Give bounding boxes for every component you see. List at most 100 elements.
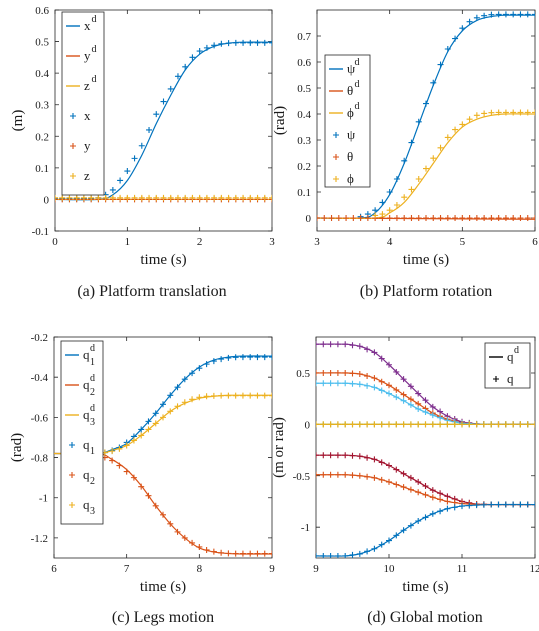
data-point (117, 177, 124, 184)
data-point (343, 215, 350, 221)
data-point (130, 474, 137, 481)
legend-label: qd 1 (83, 343, 95, 368)
data-point (350, 215, 357, 221)
legend-label: q1 (83, 437, 95, 457)
legend: qd 1 qd 2 qd 3 q1 q2 q3 (60, 340, 104, 525)
data-point (481, 110, 488, 117)
data-point (510, 215, 517, 221)
data-point (452, 35, 459, 42)
data-point (218, 40, 225, 47)
data-point (386, 382, 392, 389)
plot-area (316, 341, 535, 558)
data-point (502, 11, 509, 18)
y-tick-label: -1 (301, 522, 310, 534)
data-point (181, 376, 188, 383)
data-point (393, 394, 400, 401)
data-point (437, 215, 444, 221)
data-point (261, 39, 268, 46)
data-point (174, 403, 181, 410)
data-point (423, 100, 429, 107)
subfigure-caption: (b) Platform rotation (360, 283, 492, 300)
data-point (247, 354, 254, 361)
data-point (510, 109, 517, 116)
data-point (459, 121, 466, 128)
data-point (517, 109, 524, 116)
data-point (400, 391, 407, 398)
data-point (261, 550, 268, 557)
data-point (429, 487, 436, 494)
data-point (123, 442, 130, 449)
data-point (88, 194, 95, 201)
data-point (174, 384, 181, 391)
data-point (167, 194, 174, 201)
data-point (203, 44, 210, 51)
data-point (109, 194, 116, 201)
y-axis-label: (rad) (272, 106, 288, 135)
data-point (378, 355, 385, 362)
data-point (459, 421, 465, 428)
data-point (254, 354, 261, 361)
data-point (349, 421, 356, 428)
data-point (473, 112, 480, 119)
data-point (189, 396, 196, 403)
data-point (239, 354, 246, 361)
data-point (517, 215, 524, 221)
data-point (356, 381, 363, 388)
data-point (495, 11, 502, 18)
data-point (480, 501, 487, 508)
series-line (316, 382, 535, 425)
data-point (532, 421, 535, 428)
data-point (386, 478, 392, 485)
data-point (210, 392, 217, 399)
y-tick-label: -0.8 (31, 453, 49, 465)
legend-box (61, 11, 105, 196)
data-point (130, 437, 137, 444)
data-point (408, 186, 415, 193)
plot-frame (54, 9, 273, 232)
data-point (335, 215, 342, 221)
data-point (400, 527, 407, 534)
data-point (371, 474, 378, 481)
data-point (124, 168, 131, 175)
data-point (342, 552, 349, 558)
data-point (145, 492, 152, 499)
data-point (386, 462, 392, 469)
data-point (138, 483, 145, 490)
data-point (203, 194, 210, 201)
data-point (254, 194, 261, 201)
data-point (357, 215, 364, 221)
legend-marker-swatch (70, 143, 76, 149)
x-tick-label: 2 (197, 236, 203, 248)
y-tick-label: 0 (306, 213, 312, 225)
data-point (444, 421, 451, 428)
legend-marker-swatch (69, 502, 75, 508)
data-point (342, 421, 349, 428)
y-tick-label: -1 (39, 493, 48, 505)
x-tick-label: 9 (313, 563, 319, 575)
data-point (316, 380, 319, 387)
data-point (167, 85, 174, 92)
data-point (488, 11, 495, 18)
data-point (488, 215, 495, 221)
data-point (437, 508, 444, 515)
y-tick-label: -0.4 (31, 372, 49, 384)
data-point (437, 61, 444, 68)
data-point (422, 514, 429, 521)
data-point (160, 98, 167, 105)
data-point (203, 361, 210, 368)
chart-panel: 3 4 5 6 0 0.1 0.2 0.3 0.4 0.5 0.6 0.7 time (s) (rad) ψ… (272, 9, 538, 300)
data-point (138, 194, 145, 201)
data-point (109, 448, 116, 455)
legend-label: ψ (347, 127, 355, 142)
data-point (356, 550, 363, 557)
data-point (481, 12, 488, 19)
data-point (430, 215, 437, 221)
y-tick-label: 0.5 (297, 83, 311, 95)
y-tick-label: 0.2 (35, 131, 49, 143)
data-point (342, 452, 349, 459)
data-point (160, 194, 167, 201)
x-tick-label: 1 (125, 236, 131, 248)
legend-marker-swatch (333, 176, 339, 182)
data-point (145, 418, 152, 425)
